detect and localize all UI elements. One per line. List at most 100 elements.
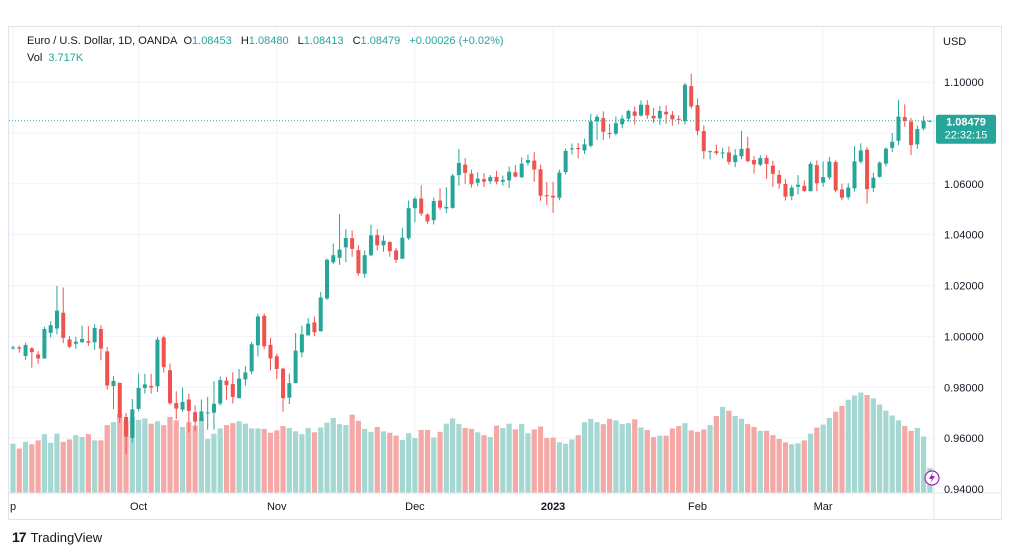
candle-body [48,325,53,333]
volume-bar [657,435,663,493]
volume-bar [537,426,544,493]
volume-bar [431,437,437,493]
tradingview-logo[interactable]: 17 TradingView [12,529,102,545]
candle-body [92,327,97,343]
time-tick-label: Mar [814,501,833,513]
volume-bar [726,410,732,493]
candle-body [249,344,254,372]
candle-body [833,162,838,191]
candle-body [695,105,700,132]
volume-bar [110,422,117,493]
volume-bar [902,426,908,493]
volume-bar [299,434,305,493]
volume-bar [154,421,161,493]
candle-body [482,179,486,182]
volume-bar [826,417,832,493]
volume-bar [481,435,487,493]
candle-body [664,111,669,115]
candle-body [701,131,706,152]
volume-bar [79,437,85,493]
candle-body [639,104,643,116]
last-price-value: 1.08479 [946,117,986,129]
candle-body [808,163,813,192]
candle-body [155,339,160,387]
candle-body [525,160,530,163]
candle-body [54,310,59,329]
volume-bar [343,425,349,493]
candle-body [463,164,468,173]
candle-body [224,380,229,386]
candle-body [796,184,800,187]
candle-body [337,249,342,258]
price-tick-label: 0.94000 [944,484,984,496]
currency-label: USD [943,36,966,48]
candle-body [230,383,235,397]
candle-body [915,129,920,145]
symbol-title[interactable]: Euro / U.S. Dollar, 1D, OANDA [27,35,178,47]
volume-bar [908,430,914,493]
volume-bar [764,430,770,493]
candle-body [73,341,78,344]
volume-bar [895,420,902,493]
chart-frame[interactable]: USD 0.94000 0.96000 0.98000 1.00000 1.02000 1… [8,26,1002,520]
volume-bar [801,440,807,493]
chart-canvas[interactable]: USD 0.94000 0.96000 0.98000 1.00000 1.02000 1… [9,27,1001,519]
volume-bar [556,442,562,493]
lightning-icon[interactable] [924,470,940,486]
candle-body [287,383,292,398]
volume-bar [814,427,820,493]
volume-bar [48,442,54,493]
volume-bar [10,443,16,493]
volume-bar [161,425,167,493]
time-tick-label: Dec [405,501,425,513]
volume-bar [186,422,192,493]
volume-bar [682,423,688,493]
volume-bar [921,436,927,493]
brand-name: TradingView [30,529,103,545]
volume-bar [525,433,531,493]
volume-bar [117,414,123,493]
time-tick-label: 2023 [541,501,565,513]
candle-body [29,348,34,353]
volume-bar [644,429,650,493]
volume-bar [261,428,267,493]
last-price-tag: 1.08479 22:32:15 [936,114,996,144]
time-tick-label: Oct [130,501,147,513]
close-value: 1.08479 [360,35,401,47]
candle-body [682,84,687,122]
volume-bar [807,433,814,493]
volume-bar [54,433,60,493]
volume-bar [418,429,424,493]
candle-body [670,114,675,120]
candle-body [607,133,612,135]
volume-bar [500,427,506,493]
volume-bar [362,428,368,493]
candle-body [902,117,907,121]
volume-bar [41,434,47,493]
volume-bar [66,439,73,493]
volume-bar [336,424,343,493]
candle-body [708,151,713,153]
volume-bar [738,418,745,493]
volume-bar [60,441,66,493]
candle-body [17,347,22,349]
volume-bar [914,427,920,493]
volume-bar [129,417,135,493]
volume-bar [493,425,500,493]
volume-bar [701,429,707,493]
candle-body [802,185,807,192]
candle-body [858,150,863,162]
price-tick-label: 1.04000 [944,230,984,242]
volume-bar [305,427,311,493]
volume-bar [625,423,632,493]
candle-body [632,111,637,116]
candle-body [745,148,750,162]
volume-bar [230,423,236,493]
volume-bar [870,398,876,493]
vol-label[interactable]: Vol [27,52,43,64]
volume-bar [575,435,581,493]
candle-body [770,165,775,174]
volume-bar [280,426,286,493]
candle-body [368,235,373,256]
candle-body [714,151,719,153]
